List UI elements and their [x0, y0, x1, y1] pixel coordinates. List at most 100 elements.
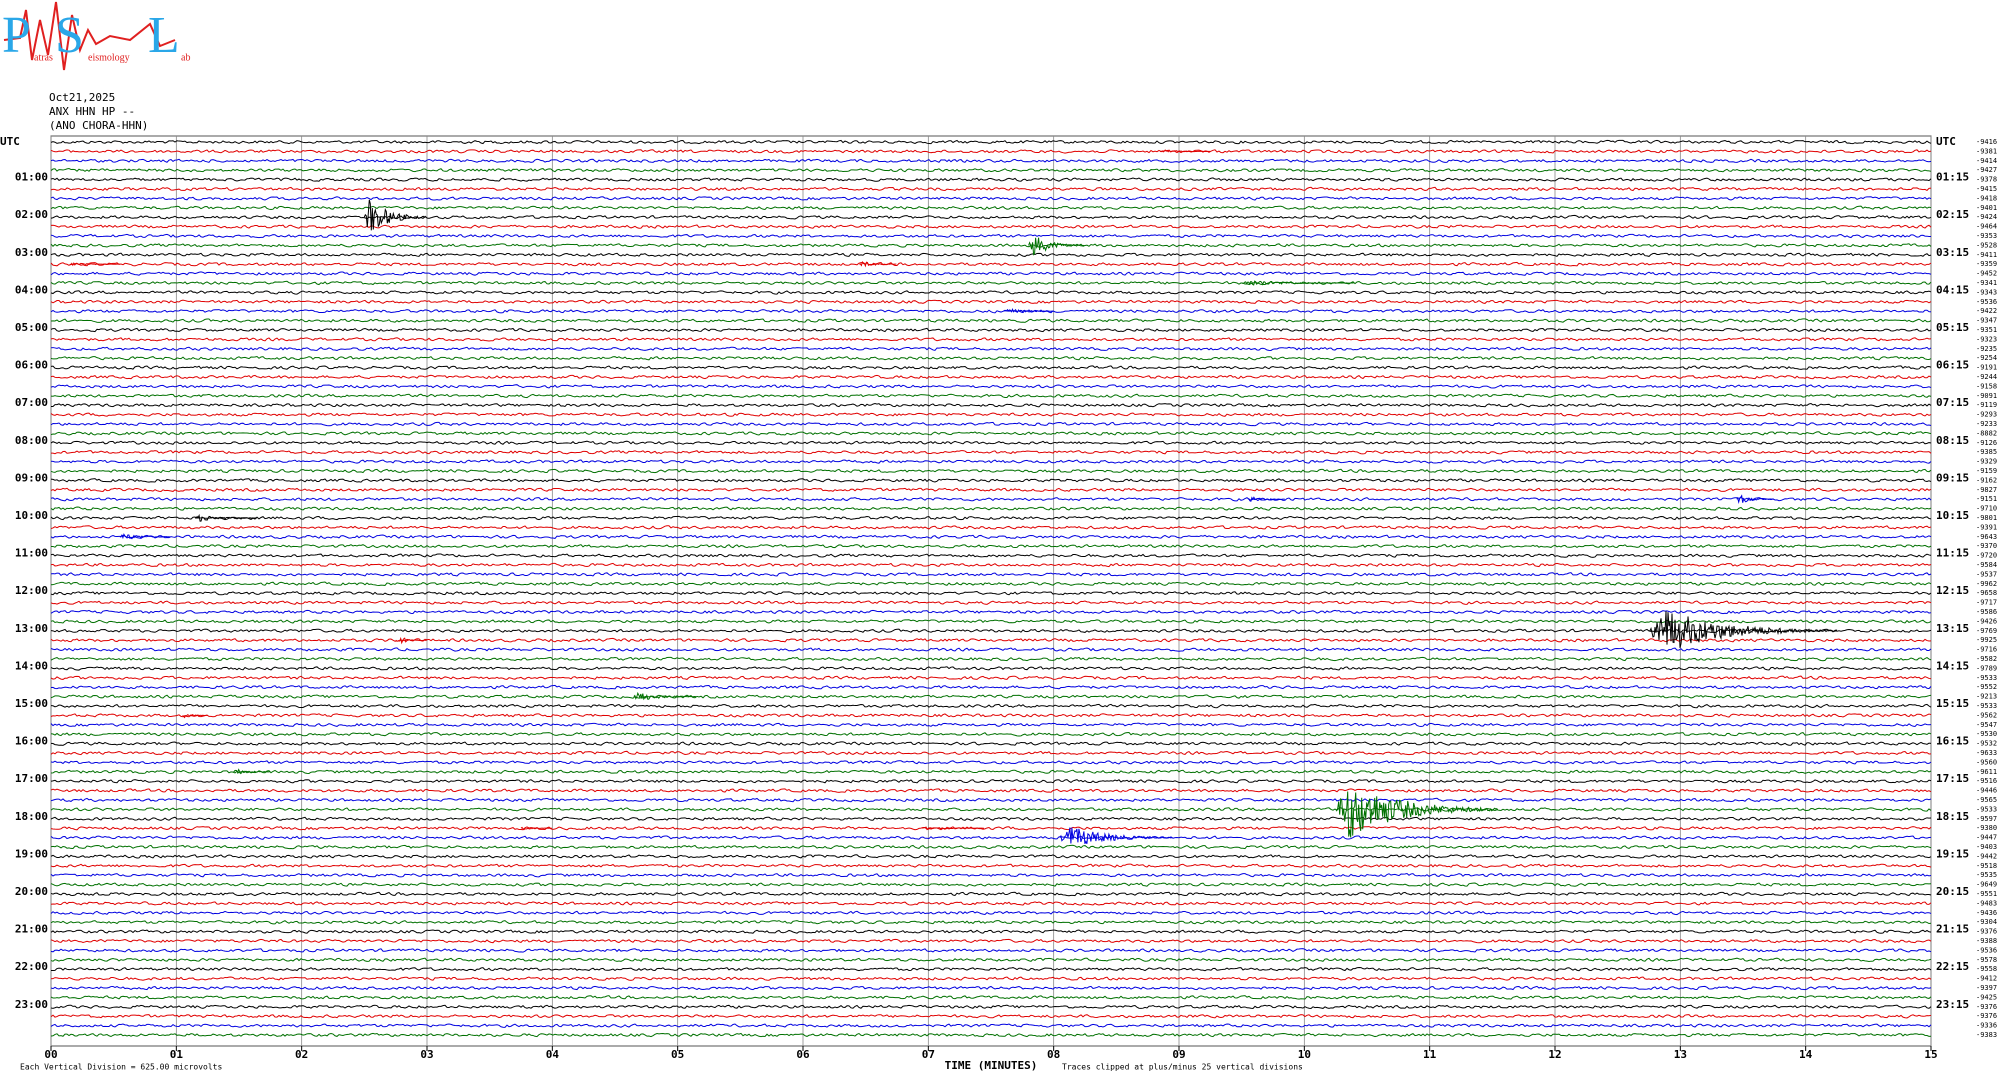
offset-label: -9126 [1976, 439, 1997, 447]
right-hour-label: 09:15 [1936, 471, 1969, 484]
x-tick-label: 04 [546, 1048, 560, 1061]
offset-label: -9827 [1976, 486, 1997, 494]
event [1028, 237, 1085, 256]
offset-label: -9925 [1976, 636, 1997, 644]
offset-label: -9233 [1976, 420, 1997, 428]
left-hour-label: 11:00 [15, 547, 48, 560]
trace [50, 1023, 1932, 1028]
trace [50, 177, 1932, 182]
offset-label: -9418 [1976, 194, 1997, 202]
left-hour-label: 01:00 [15, 171, 48, 184]
right-hour-label: 16:15 [1936, 735, 1969, 748]
trace [50, 459, 1932, 464]
offset-label: -9447 [1976, 834, 1997, 842]
trace [50, 826, 1932, 831]
offset-label: -9427 [1976, 166, 1997, 174]
trace [50, 600, 1932, 605]
trace [50, 957, 1932, 962]
trace [50, 450, 1932, 455]
right-hour-label: 10:15 [1936, 509, 1969, 522]
trace [50, 214, 1932, 220]
trace [50, 290, 1932, 295]
trace [50, 732, 1932, 737]
trace [50, 581, 1932, 587]
x-axis-title: TIME (MINUTES) [945, 1059, 1038, 1072]
offset-label: -9436 [1976, 909, 1997, 917]
left-hour-label: 16:00 [15, 735, 48, 748]
trace [50, 403, 1932, 408]
right-hour-label: 05:15 [1936, 321, 1969, 334]
trace [50, 252, 1932, 257]
trace [50, 186, 1932, 192]
offset-label: -9383 [1976, 1031, 1997, 1039]
station: ANX HHN HP -- [49, 105, 135, 118]
trace [50, 901, 1932, 906]
left-hour-label: 10:00 [15, 509, 48, 522]
trace [50, 243, 1932, 248]
left-hour-label: 13:00 [15, 622, 48, 635]
event [1247, 496, 1285, 502]
event [1059, 827, 1173, 845]
right-hour-label: 12:15 [1936, 584, 1969, 597]
trace [50, 337, 1932, 342]
trace [50, 233, 1932, 239]
offset-label: -9710 [1976, 505, 1997, 513]
left-hour-label: 02:00 [15, 208, 48, 221]
event [182, 714, 208, 719]
offset-label: -9235 [1976, 345, 1997, 353]
left-hour-label: 14:00 [15, 659, 48, 672]
offset-label: -9533 [1976, 702, 1997, 710]
offset-label: -9388 [1976, 937, 1997, 945]
offset-label: -9341 [1976, 279, 1997, 287]
trace [50, 684, 1932, 690]
logo-word: atras [34, 52, 53, 63]
trace [50, 619, 1932, 624]
right-hour-label: 23:15 [1936, 998, 1969, 1011]
trace [50, 816, 1932, 821]
trace [50, 788, 1932, 793]
left-hour-label: 20:00 [15, 885, 48, 898]
event [363, 199, 427, 231]
trace [50, 196, 1932, 201]
x-tick-label: 02 [295, 1048, 308, 1061]
right-hour-label: 18:15 [1936, 810, 1969, 823]
offset-label: -9720 [1976, 552, 1997, 560]
scale-note: Each Vertical Division = 625.00 microvol… [20, 1063, 222, 1072]
right-hour-label: 21:15 [1936, 923, 1969, 936]
offset-label: -9381 [1976, 147, 1997, 155]
event [859, 260, 897, 268]
date: Oct21,2025 [49, 91, 115, 104]
trace [50, 544, 1932, 549]
trace [50, 797, 1932, 803]
right-hour-label: 17:15 [1936, 772, 1969, 785]
offset-label: -9412 [1976, 975, 1997, 983]
trace [50, 590, 1932, 596]
logo-letter: S [55, 7, 84, 64]
trace [50, 854, 1932, 859]
left-hour-label: 08:00 [15, 434, 48, 447]
trace [50, 506, 1932, 511]
left-hour-label: 07:00 [15, 396, 48, 409]
offset-label: -8882 [1976, 429, 1997, 437]
offset-label: -9415 [1976, 185, 1997, 193]
location: (ANO CHORA-HHN) [49, 119, 148, 132]
logo-wiggle [3, 1, 176, 71]
offset-label: -9551 [1976, 890, 1997, 898]
offset-label: -9422 [1976, 307, 1997, 315]
offset-label: -9530 [1976, 730, 1997, 738]
trace [50, 487, 1932, 493]
trace [50, 299, 1932, 304]
trace [50, 807, 1932, 812]
event [195, 513, 258, 522]
offset-label: -9558 [1976, 965, 1997, 973]
offset-label: -9376 [1976, 1003, 1997, 1011]
left-hour-label: 04:00 [15, 283, 48, 296]
left-hour-label: 06:00 [15, 359, 48, 372]
right-hour-label: 11:15 [1936, 547, 1969, 560]
offset-label: -9528 [1976, 241, 1997, 249]
offset-label: -9552 [1976, 683, 1997, 691]
offset-label: -9162 [1976, 476, 1997, 484]
trace [50, 468, 1932, 474]
trace [50, 722, 1932, 728]
